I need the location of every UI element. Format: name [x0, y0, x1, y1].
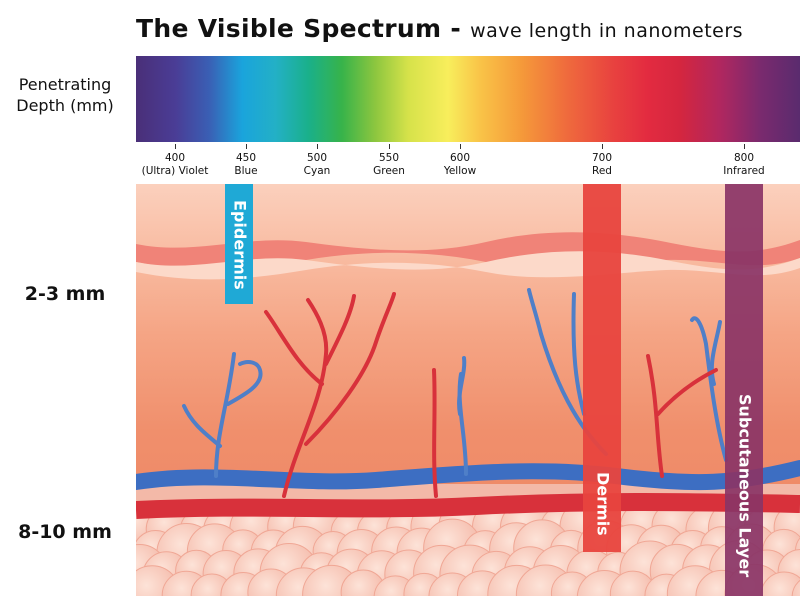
tick-label-400: 400 (Ultra) Violet [125, 152, 225, 178]
tick-mark-600 [460, 144, 461, 149]
tick-value: 600 [449, 152, 471, 164]
title-separator: - [441, 14, 471, 43]
title-main: The Visible Spectrum [136, 14, 442, 43]
subcutaneous-penetration-bar [725, 184, 763, 596]
tick-label-600: 600 Yellow [410, 152, 510, 178]
tick-name: Red [592, 165, 612, 177]
tick-mark-500 [317, 144, 318, 149]
tick-value: 550 [378, 152, 400, 164]
depth-label-2-3mm: 2-3 mm [24, 283, 106, 305]
tick-mark-450 [246, 144, 247, 149]
depth-label-line1: Penetrating [18, 75, 112, 94]
tick-mark-800 [744, 144, 745, 149]
tick-label-500: 500 Cyan [267, 152, 367, 178]
dermis-penetration-bar [583, 184, 621, 552]
subcutaneous-label: Subcutaneous Layer [736, 394, 755, 577]
title-subtitle: wave length in nanometers [470, 20, 744, 42]
diagram-title: The Visible Spectrum - wave length in na… [136, 14, 800, 43]
artery-horizontal [136, 493, 800, 519]
tick-name: Infrared [723, 165, 765, 177]
fat-cell [791, 579, 800, 596]
dermis-label: Dermis [594, 472, 613, 536]
depth-label-8-10mm: 8-10 mm [18, 521, 112, 543]
spectrum-gradient-bar [136, 56, 800, 142]
tick-value: 500 [306, 152, 328, 164]
tick-mark-550 [389, 144, 390, 149]
tick-name: Cyan [303, 165, 331, 177]
tick-name: (Ultra) Violet [141, 165, 209, 177]
tick-label-700: 700 Red [552, 152, 652, 178]
epidermis-penetration-bar [225, 184, 253, 304]
tick-mark-700 [602, 144, 603, 149]
vein-horizontal [136, 460, 800, 491]
tick-value: 700 [591, 152, 613, 164]
artery-branches [264, 292, 718, 498]
tick-label-450: 450 Blue [196, 152, 296, 178]
tick-name: Blue [234, 165, 258, 177]
depth-label-line2: Depth (mm) [16, 96, 114, 115]
skin-cross-section: Epidermis Dermis Subcutaneous Layer [136, 184, 800, 596]
tick-value: 400 [164, 152, 186, 164]
epidermis-label: Epidermis [231, 200, 250, 290]
tick-name: Yellow [443, 165, 477, 177]
epidermis-highlight [136, 251, 800, 280]
tick-value: 800 [733, 152, 755, 164]
penetrating-depth-label: Penetrating Depth (mm) [0, 74, 130, 116]
tick-label-550: 550 Green [339, 152, 439, 178]
tick-mark-400 [175, 144, 176, 149]
tick-value: 450 [235, 152, 257, 164]
tick-name: Green [373, 165, 405, 177]
tick-label-800: 800 Infrared [694, 152, 794, 178]
